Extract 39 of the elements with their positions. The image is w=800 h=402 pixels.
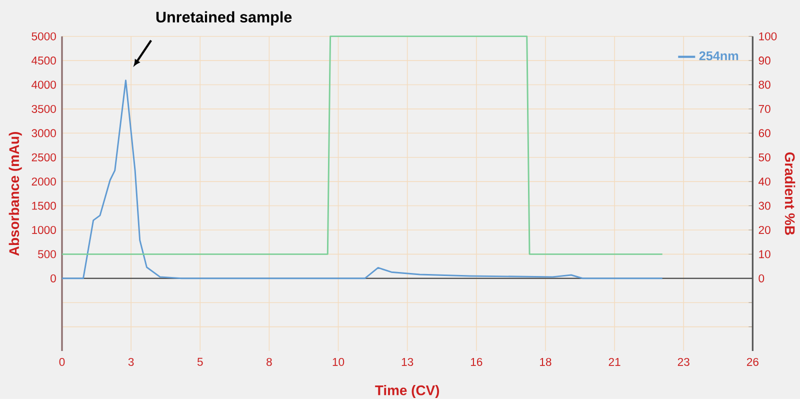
- y2-tick-label: 90: [758, 56, 770, 64]
- y2-tick-label: 80: [758, 80, 770, 89]
- x-tick-label: 23: [678, 358, 690, 366]
- y-tick-label: 4500: [32, 56, 56, 64]
- x-tick-label: 16: [470, 358, 482, 366]
- x-tick-label: 13: [402, 358, 414, 366]
- x-tick-label: 0: [59, 358, 65, 366]
- text: Unretained sample: [156, 11, 292, 26]
- x-tick-label: 5: [197, 358, 203, 366]
- x-axis-title: Time (CV): [375, 384, 440, 398]
- y-tick-label: 1000: [32, 226, 56, 234]
- y-tick-label: 4000: [32, 80, 56, 89]
- y-tick-label: 500: [38, 250, 56, 258]
- y-tick-label: 1500: [32, 202, 56, 210]
- y2-tick-label: 70: [758, 104, 770, 113]
- y-tick-label: 3500: [32, 104, 56, 113]
- y2-tick-label: 60: [758, 128, 770, 137]
- legend-label: 254nm: [699, 51, 738, 60]
- x-tick-label: 21: [608, 358, 620, 366]
- x-tick-label: 18: [540, 358, 552, 366]
- y2-tick-label: 30: [758, 202, 770, 210]
- x-tick-label: 3: [128, 358, 134, 366]
- y2-tick-label: 50: [758, 153, 770, 162]
- x-tick-label: 26: [746, 358, 758, 366]
- y2-tick-label: 10: [759, 250, 770, 258]
- x-tick-label: 10: [332, 358, 344, 366]
- y2-tick-label: 20: [758, 226, 770, 234]
- y-tick-label: 2000: [32, 177, 56, 186]
- y2-axis-title: Gradient %B: [784, 152, 796, 235]
- y-tick-label: 2500: [32, 153, 56, 162]
- y2-tick-label: 100: [759, 32, 777, 40]
- x-tick-label: 8: [266, 358, 272, 366]
- y-tick-label: 0: [50, 274, 56, 282]
- y-tick-label: 5000: [32, 32, 56, 40]
- y2-tick-label: 0: [758, 274, 764, 282]
- line-series: [61, 79, 664, 279]
- y2-tick-label: 40: [758, 177, 770, 186]
- y-tick-label: 3000: [32, 128, 56, 137]
- y-axis-title: Absorbance (mAu): [8, 132, 22, 256]
